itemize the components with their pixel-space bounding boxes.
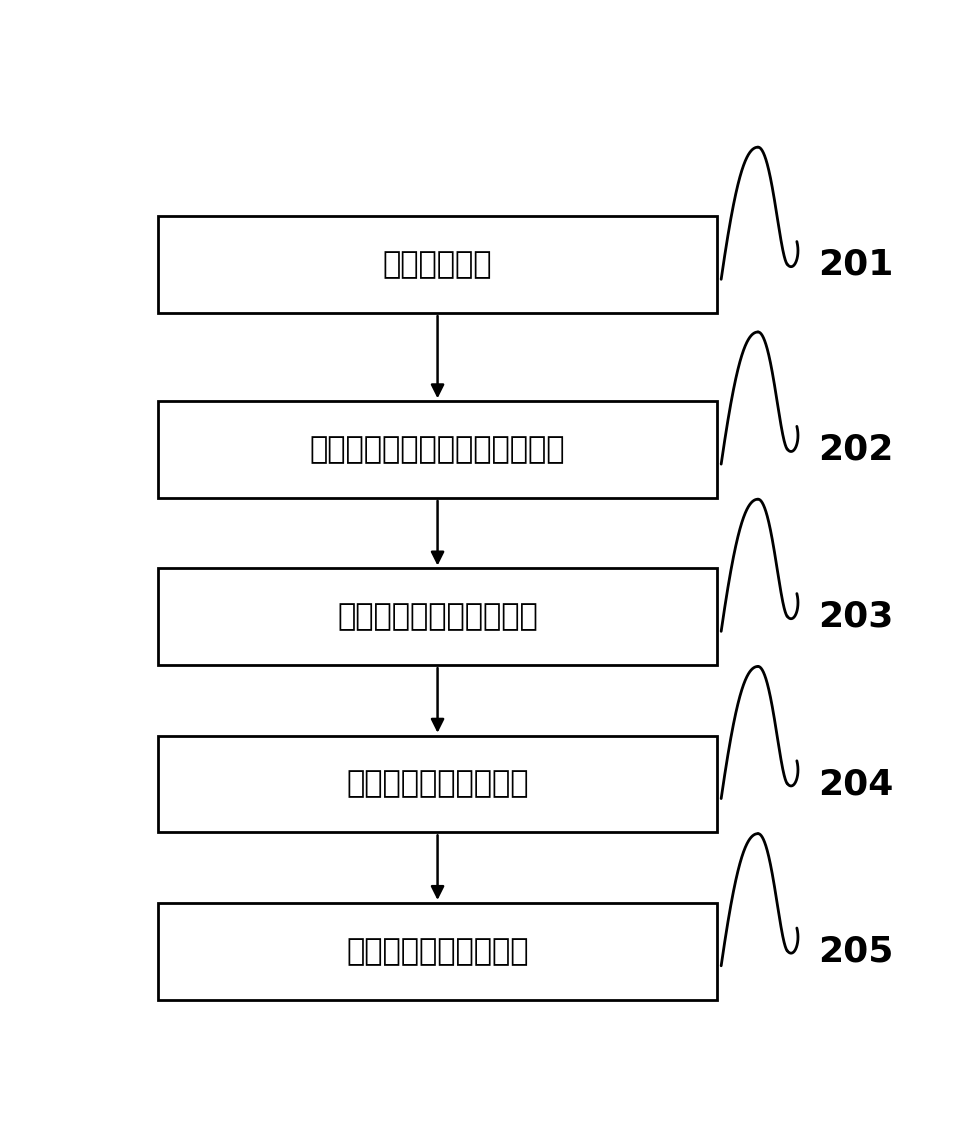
Bar (158, 216, 717, 313)
Text: 203: 203 (818, 600, 894, 634)
Text: 205: 205 (818, 934, 894, 968)
Bar (158, 401, 717, 498)
Text: 数据获取单元: 数据获取单元 (383, 250, 492, 279)
Text: 202: 202 (818, 432, 894, 466)
Text: 微卫星不稳定检测单元: 微卫星不稳定检测单元 (347, 937, 529, 966)
Text: 体细胞变异检测及结果过滤单元: 体细胞变异检测及结果过滤单元 (310, 435, 565, 464)
Text: 201: 201 (818, 248, 894, 282)
Text: 体细胞结构变异检测单元: 体细胞结构变异检测单元 (337, 602, 538, 631)
Text: 204: 204 (818, 767, 894, 801)
Bar (158, 903, 717, 1000)
Bar (158, 568, 717, 665)
Text: 肿瘤突变负荷预测单元: 肿瘤突变负荷预测单元 (347, 769, 529, 799)
Bar (158, 736, 717, 832)
